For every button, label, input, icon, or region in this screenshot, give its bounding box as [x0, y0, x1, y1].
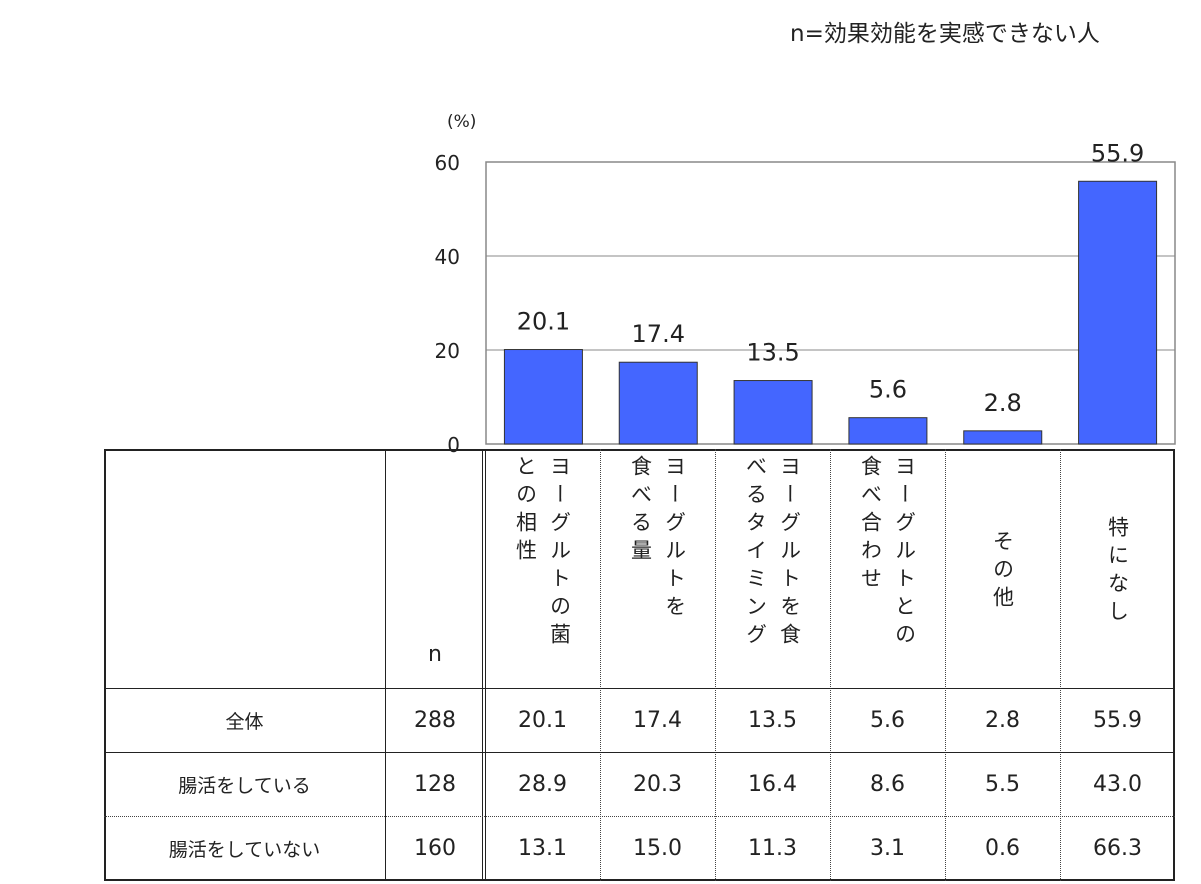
table-value-cell: 16.4 [748, 771, 797, 797]
column-header: ヨーグルトとの 食べ合わせ [858, 455, 917, 651]
row-n-value: 288 [414, 707, 456, 733]
table-value-cell: 28.9 [518, 771, 567, 797]
row-n-value: 160 [414, 836, 456, 861]
table-value-cell: 0.6 [985, 836, 1020, 861]
table-value-cell: 20.3 [633, 771, 682, 797]
bar [733, 380, 813, 445]
col-divider [485, 449, 486, 881]
column-header-cell: 特になし [1060, 449, 1175, 688]
table-value-cell: 15.0 [633, 836, 682, 861]
table-border [104, 449, 1175, 881]
row-divider-dotted [104, 816, 1175, 817]
column-header-cell: その他 [945, 449, 1060, 688]
column-header-cell: ヨーグルトを食 べるタイミング [715, 449, 830, 688]
column-header: 特になし [1105, 515, 1130, 628]
column-header: ヨーグルトを 食べる量 [628, 455, 687, 623]
bar-chart: 0 20 40 60 20.1 17.4 13.5 5.6 2.8 55.9 [435, 139, 1176, 457]
row-label: 腸活をしている [178, 774, 311, 797]
table-value-cell: 13.1 [518, 836, 567, 861]
col-divider-dotted [715, 449, 716, 881]
data-label: 20.1 [517, 308, 570, 336]
bar [963, 430, 1043, 445]
data-table: n ヨーグルトの菌 との相性 ヨーグルトを 食べる量 ヨーグルトを食 べるタイミングヨ… [104, 449, 1175, 881]
col-divider-dotted [1060, 449, 1061, 881]
y-tick-label: 20 [435, 339, 460, 363]
col-divider [482, 449, 483, 881]
data-label: 13.5 [746, 339, 799, 367]
col-divider-dotted [600, 449, 601, 881]
table-value-cell: 20.1 [518, 707, 567, 733]
table-value-cell: 2.8 [985, 707, 1020, 733]
table-value-cell: 5.5 [985, 771, 1020, 797]
column-header: その他 [990, 529, 1015, 614]
plot-area [485, 161, 1176, 445]
data-label: 5.6 [869, 376, 907, 404]
y-axis-unit-label: (%) [447, 112, 477, 132]
table-value-cell: 17.4 [633, 707, 682, 733]
sample-note: n=効果効能を実感できない人 [790, 21, 1100, 47]
row-n-value: 128 [414, 771, 456, 797]
row-label: 全体 [225, 710, 264, 733]
data-label: 2.8 [984, 389, 1022, 417]
table-value-cell: 66.3 [1093, 836, 1142, 861]
bar [503, 349, 583, 445]
column-header: ヨーグルトの菌 との相性 [513, 455, 572, 651]
column-header: ヨーグルトを食 べるタイミング [743, 455, 802, 651]
row-label: 腸活をしていない [168, 839, 321, 861]
y-tick-label: 60 [435, 151, 460, 175]
col-divider-dotted [830, 449, 831, 881]
table-value-cell: 55.9 [1093, 707, 1142, 733]
table-value-cell: 43.0 [1093, 771, 1142, 797]
col-divider-dotted [945, 449, 946, 881]
column-header-cell: ヨーグルトとの 食べ合わせ [830, 449, 945, 688]
n-column-header: n [428, 641, 442, 667]
row-divider [104, 752, 1175, 753]
row-divider [104, 688, 1175, 689]
table-value-cell: 13.5 [748, 707, 797, 733]
column-header-cell: ヨーグルトの菌 との相性 [485, 449, 600, 688]
data-label: 17.4 [632, 320, 685, 348]
table-value-cell: 3.1 [870, 836, 905, 861]
table-value-cell: 8.6 [870, 771, 905, 797]
y-tick-label: 0 [447, 433, 460, 457]
table-value-cell: 5.6 [870, 707, 905, 733]
data-label: 55.9 [1091, 139, 1144, 167]
bar [618, 361, 698, 445]
bar [848, 417, 928, 445]
column-header-cell: ヨーグルトを 食べる量 [600, 449, 715, 688]
bar [1078, 180, 1158, 445]
table-value-cell: 11.3 [748, 836, 797, 861]
y-tick-label: 40 [435, 245, 460, 269]
col-divider [385, 449, 386, 881]
